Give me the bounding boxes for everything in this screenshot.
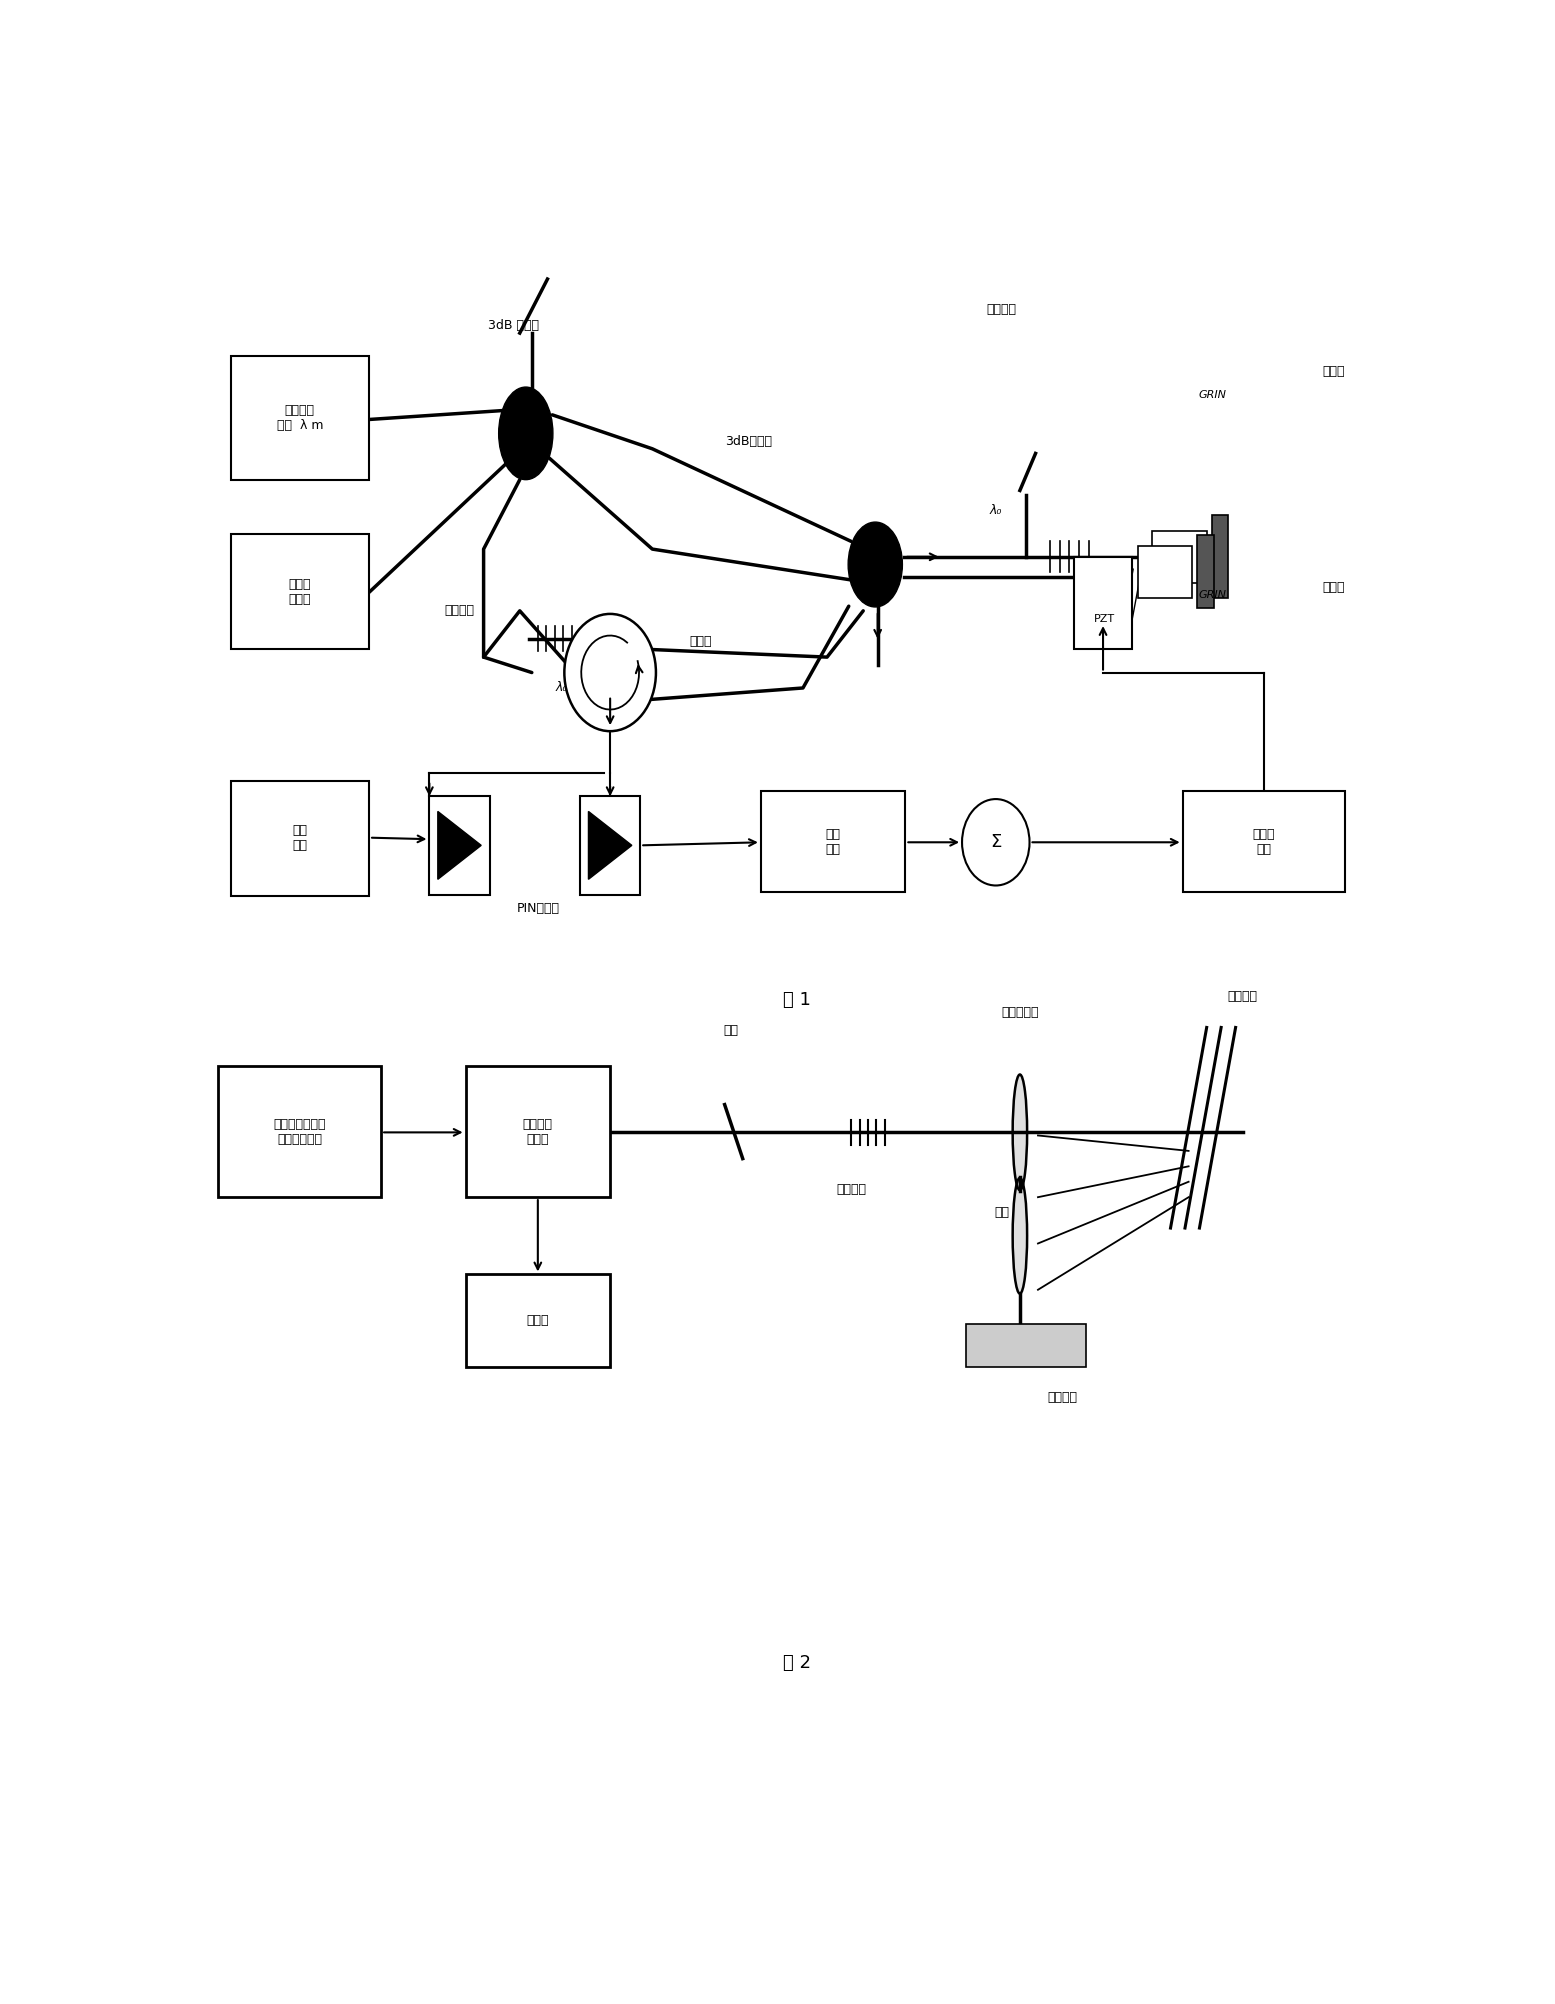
Text: 参考镜: 参考镜 (1322, 581, 1345, 593)
FancyBboxPatch shape (230, 533, 369, 649)
Text: 光纤: 光纤 (723, 1024, 739, 1036)
FancyBboxPatch shape (429, 796, 490, 894)
FancyBboxPatch shape (1197, 535, 1214, 607)
Text: 光纤光栌: 光纤光栌 (445, 605, 474, 617)
FancyBboxPatch shape (1211, 515, 1228, 599)
FancyBboxPatch shape (760, 792, 905, 892)
Text: 相位光栌: 相位光栌 (1228, 990, 1258, 1004)
Text: λ₀: λ₀ (555, 681, 568, 695)
Text: GRIN: GRIN (1199, 591, 1227, 601)
FancyBboxPatch shape (465, 1066, 610, 1196)
Text: 相位
探测: 相位 探测 (292, 824, 308, 852)
Circle shape (963, 800, 1029, 886)
Text: 光纤光栌: 光纤光栌 (987, 303, 1017, 317)
FancyBboxPatch shape (218, 1066, 381, 1196)
Text: PIN探测器: PIN探测器 (516, 902, 560, 916)
FancyBboxPatch shape (966, 1325, 1085, 1367)
Ellipse shape (1012, 1074, 1028, 1190)
Text: 图 2: 图 2 (782, 1653, 812, 1671)
FancyBboxPatch shape (1182, 792, 1345, 892)
Text: 3dB 耦合器: 3dB 耦合器 (488, 319, 540, 333)
FancyBboxPatch shape (1152, 531, 1207, 583)
Ellipse shape (499, 387, 554, 479)
Text: 自准直透镜: 自准直透镜 (1001, 1006, 1039, 1018)
Ellipse shape (1012, 1178, 1028, 1295)
Polygon shape (439, 812, 480, 880)
Ellipse shape (847, 523, 902, 607)
Text: 信号发
生器: 信号发 生器 (1253, 828, 1275, 856)
FancyBboxPatch shape (580, 796, 641, 894)
Polygon shape (588, 812, 631, 880)
FancyBboxPatch shape (230, 357, 369, 479)
Text: 复合光纤
干涉仪: 复合光纤 干涉仪 (522, 1118, 554, 1146)
Text: 光谱仪: 光谱仪 (527, 1315, 549, 1327)
FancyBboxPatch shape (230, 782, 369, 896)
Text: Σ: Σ (991, 834, 1001, 852)
Text: 可调谐激
光器  λ m: 可调谐激 光器 λ m (277, 405, 323, 433)
Text: 图 1: 图 1 (784, 990, 810, 1008)
Text: 回旋器: 回旋器 (689, 635, 712, 647)
Text: PZT: PZT (1093, 613, 1115, 623)
Text: 被测物体: 被测物体 (1047, 1391, 1078, 1405)
Text: 伺服
电路: 伺服 电路 (826, 828, 841, 856)
FancyBboxPatch shape (1138, 545, 1193, 599)
Text: 光纤光栌: 光纤光栌 (837, 1182, 866, 1196)
Text: 3dB耦合器: 3dB耦合器 (725, 435, 773, 447)
Text: 测量镜: 测量镜 (1322, 365, 1345, 379)
Text: 物镜: 物镜 (994, 1206, 1009, 1218)
Text: 可调谐激光器和
半导体激光器: 可调谐激光器和 半导体激光器 (274, 1118, 327, 1146)
Circle shape (564, 613, 656, 731)
Text: GRIN: GRIN (1199, 391, 1227, 399)
Text: λ₀: λ₀ (989, 505, 1001, 517)
Text: 半导体
激光器: 半导体 激光器 (289, 577, 311, 605)
FancyBboxPatch shape (1075, 557, 1132, 649)
FancyBboxPatch shape (465, 1275, 610, 1367)
